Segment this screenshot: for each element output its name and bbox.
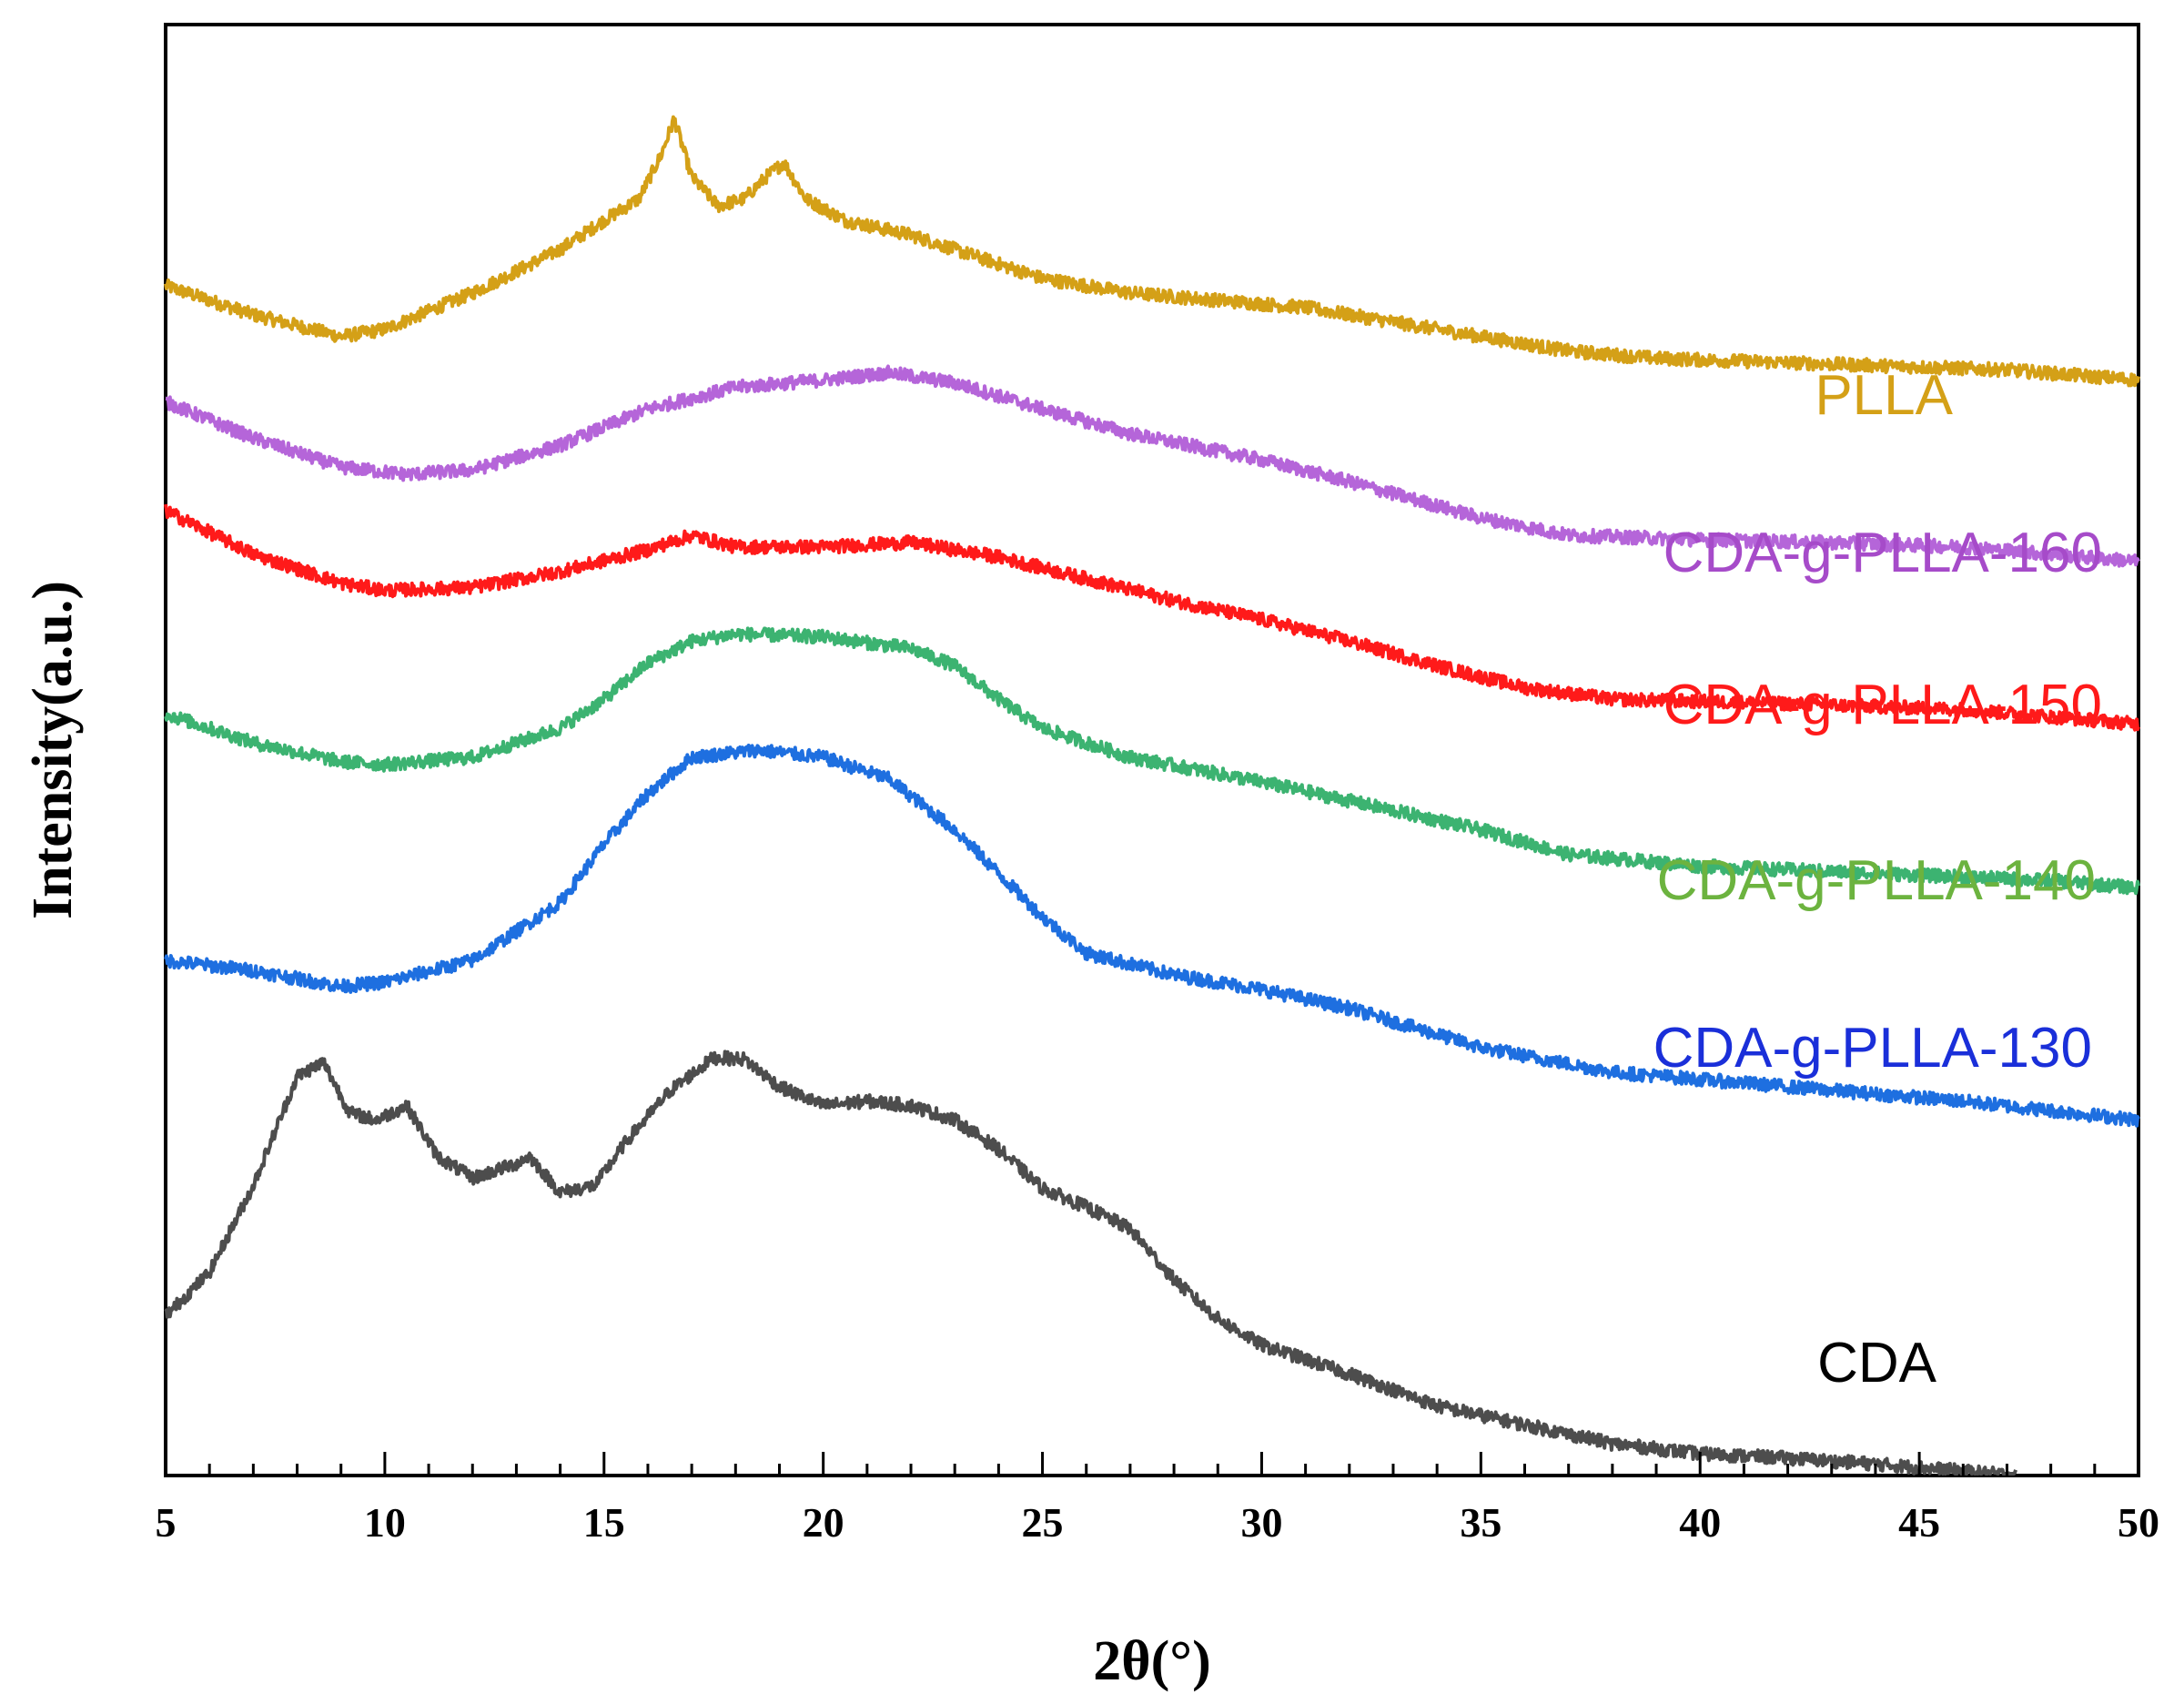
series-line-cda-g-plla-150	[164, 503, 2140, 732]
label-cda-g-plla-160: CDA-g-PLLA-160	[1663, 522, 2102, 584]
series-line-cda-g-plla-160	[165, 364, 2140, 568]
label-cda-g-plla-140: CDA-g-PLLA-140	[1657, 849, 2096, 912]
x-tick-label: 40	[1679, 1499, 1721, 1546]
x-tick-label: 20	[803, 1499, 844, 1546]
series-line-cda	[164, 1050, 2017, 1476]
x-axis-title: 2θ(°)	[1093, 1630, 1210, 1692]
x-tick-label: 10	[364, 1499, 406, 1546]
x-tick-label: 5	[156, 1499, 177, 1546]
label-cda: CDA	[1817, 1332, 1937, 1395]
x-tick-label: 45	[1898, 1499, 1940, 1546]
label-cda-g-plla-150: CDA-g-PLLA-150	[1663, 674, 2102, 736]
label-plla: PLLA	[1815, 364, 1953, 427]
x-tick-label: 30	[1240, 1499, 1282, 1546]
series-line-plla	[164, 115, 2140, 388]
x-tick-label: 50	[2118, 1499, 2159, 1546]
x-tick-label: 15	[583, 1499, 625, 1546]
x-axis-ticks: 5 10 15 20 25 30 35 40 45 50	[156, 1452, 2159, 1546]
x-tick-label: 35	[1460, 1499, 1502, 1546]
label-cda-g-plla-130: CDA-g-PLLA-130	[1653, 1017, 2092, 1080]
series-group	[164, 115, 2140, 1476]
x-tick-label: 25	[1022, 1499, 1064, 1546]
plot-frame	[164, 23, 2140, 1477]
y-axis-title: Intensity(a.u.)	[22, 581, 84, 919]
series-line-cda-g-plla-140	[164, 626, 2140, 896]
series-line-cda-g-plla-130	[164, 743, 2140, 1128]
